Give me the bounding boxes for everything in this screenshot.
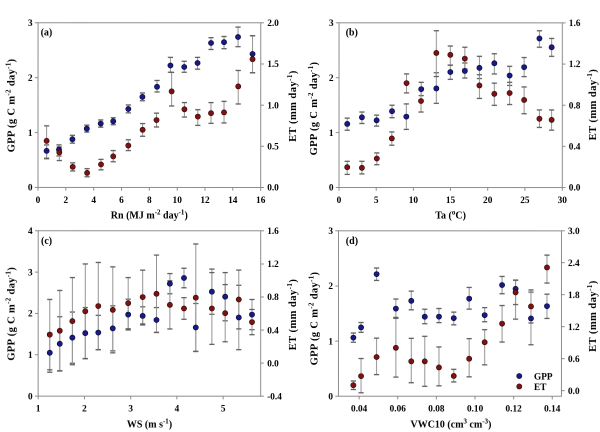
svg-text:30: 30 [558,196,568,206]
svg-text:GPP (g C m-2 day-1): GPP (g C m-2 day-1) [4,58,17,152]
svg-text:GPP (g C m-2 day-1): GPP (g C m-2 day-1) [307,271,320,365]
svg-text:Ta (oC): Ta (oC) [435,208,466,221]
svg-text:5: 5 [221,404,226,414]
svg-text:GPP (g C m-2 day-1): GPP (g C m-2 day-1) [4,267,17,361]
svg-text:3.0: 3.0 [568,227,580,237]
svg-text:1: 1 [28,351,33,361]
svg-text:4: 4 [91,196,96,206]
svg-text:0.5: 0.5 [267,142,279,152]
svg-text:0: 0 [28,392,33,402]
svg-text:25: 25 [520,196,530,206]
svg-text:0.8: 0.8 [569,101,581,111]
svg-text:14: 14 [228,196,238,206]
svg-text:4: 4 [175,404,180,414]
svg-text:1.2: 1.2 [568,323,580,333]
svg-text:3: 3 [328,227,333,237]
svg-text:16: 16 [256,196,266,206]
svg-text:0.08: 0.08 [428,405,445,415]
svg-text:2.4: 2.4 [568,259,580,269]
svg-text:1: 1 [328,337,333,347]
svg-text:0.6: 0.6 [568,355,580,365]
svg-text:10: 10 [173,196,183,206]
svg-text:3: 3 [329,19,334,29]
svg-text:1: 1 [28,129,33,139]
svg-text:GPP: GPP [534,373,553,383]
svg-text:0.4: 0.4 [267,326,279,336]
svg-text:2: 2 [329,74,334,84]
svg-text:(a): (a) [41,28,53,39]
svg-text:5: 5 [374,196,379,206]
svg-text:(c): (c) [41,236,52,247]
svg-text:ET (mm day-1): ET (mm day-1) [286,70,299,142]
svg-text:(b): (b) [346,28,358,39]
svg-text:0.14: 0.14 [544,405,561,415]
svg-text:20: 20 [483,196,493,206]
svg-text:0.0: 0.0 [267,359,279,369]
svg-text:3: 3 [28,268,33,278]
svg-text:6: 6 [119,196,124,206]
svg-text:-0.4: -0.4 [267,392,282,402]
svg-text:0.0: 0.0 [267,184,279,194]
svg-text:2: 2 [28,310,33,320]
svg-text:3: 3 [128,404,133,414]
svg-text:VWC10 (cm3 cm-3): VWC10 (cm3 cm-3) [410,417,491,430]
svg-text:0: 0 [328,392,333,402]
svg-text:0.0: 0.0 [569,184,581,194]
svg-text:0.06: 0.06 [390,405,407,415]
svg-text:ET (mm day-1): ET (mm day-1) [586,69,599,141]
svg-text:0: 0 [28,184,33,194]
svg-text:1: 1 [36,404,41,414]
svg-text:2.0: 2.0 [267,19,279,29]
svg-text:ET: ET [534,383,547,393]
svg-text:4: 4 [28,227,33,237]
svg-text:Rn (MJ m-2 day-1): Rn (MJ m-2 day-1) [111,208,188,221]
svg-text:0.10: 0.10 [467,405,484,415]
svg-text:8: 8 [147,196,152,206]
svg-text:ET (mm day-1): ET (mm day-1) [586,280,599,352]
svg-text:15: 15 [446,196,456,206]
svg-text:0.4: 0.4 [569,143,581,153]
svg-text:(d): (d) [346,236,358,247]
svg-text:12: 12 [200,196,210,206]
svg-text:2: 2 [82,404,87,414]
svg-text:1.6: 1.6 [569,19,581,29]
svg-text:1.2: 1.2 [569,60,581,70]
svg-text:1.0: 1.0 [267,101,279,111]
svg-text:ET (mm day-1): ET (mm day-1) [286,279,299,351]
svg-text:1.2: 1.2 [267,260,279,270]
svg-text:1: 1 [329,129,334,139]
svg-text:GPP (g C m-2 day-1): GPP (g C m-2 day-1) [307,61,320,155]
svg-text:10: 10 [409,196,419,206]
svg-text:0.12: 0.12 [506,405,523,415]
svg-text:1.6: 1.6 [267,227,279,237]
svg-text:0.04: 0.04 [351,405,368,415]
svg-text:0: 0 [36,196,41,206]
svg-text:2: 2 [28,74,33,84]
svg-text:0: 0 [337,196,342,206]
svg-text:0: 0 [329,184,334,194]
svg-text:0.0: 0.0 [568,387,580,397]
svg-text:1.8: 1.8 [568,291,580,301]
svg-text:3: 3 [28,19,33,29]
svg-text:0.8: 0.8 [267,293,279,303]
svg-text:1.5: 1.5 [267,60,279,70]
svg-text:2: 2 [328,282,333,292]
svg-text:WS (m s-1): WS (m s-1) [127,417,172,430]
svg-text:2: 2 [63,196,68,206]
